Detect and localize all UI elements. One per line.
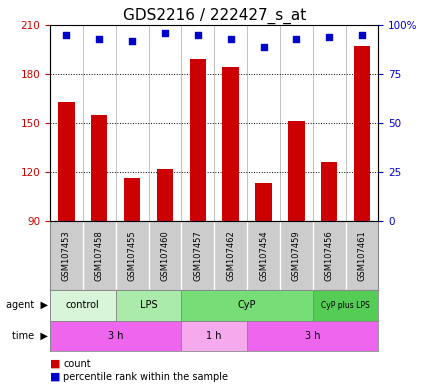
Bar xyxy=(91,115,107,221)
Text: agent  ▶: agent ▶ xyxy=(6,300,48,310)
Text: ■: ■ xyxy=(50,372,60,382)
Bar xyxy=(50,321,181,351)
Bar xyxy=(181,290,312,321)
Bar xyxy=(115,290,181,321)
Bar xyxy=(255,183,271,221)
Bar xyxy=(50,290,115,321)
Point xyxy=(292,36,299,42)
Text: GSM107455: GSM107455 xyxy=(127,230,136,281)
Point xyxy=(95,36,102,42)
Bar xyxy=(312,290,378,321)
Text: percentile rank within the sample: percentile rank within the sample xyxy=(63,372,227,382)
Text: GSM107458: GSM107458 xyxy=(95,230,104,281)
Bar xyxy=(156,169,173,221)
Bar xyxy=(353,46,369,221)
Text: 3 h: 3 h xyxy=(108,331,123,341)
Bar xyxy=(124,179,140,221)
Text: GSM107461: GSM107461 xyxy=(357,230,366,281)
Text: GSM107457: GSM107457 xyxy=(193,230,202,281)
Bar xyxy=(320,162,337,221)
Point xyxy=(325,34,332,40)
Text: GSM107459: GSM107459 xyxy=(291,230,300,281)
Point xyxy=(128,38,135,44)
Bar xyxy=(58,102,75,221)
Bar xyxy=(222,68,238,221)
Text: GSM107454: GSM107454 xyxy=(258,230,267,281)
Point xyxy=(161,30,168,36)
Text: GSM107453: GSM107453 xyxy=(62,230,71,281)
Text: ■: ■ xyxy=(50,359,60,369)
Text: LPS: LPS xyxy=(139,300,157,310)
Text: GSM107462: GSM107462 xyxy=(226,230,235,281)
Text: time  ▶: time ▶ xyxy=(12,331,48,341)
Bar xyxy=(181,321,247,351)
Text: 3 h: 3 h xyxy=(304,331,320,341)
Point xyxy=(260,43,266,50)
Point xyxy=(63,32,70,38)
Point xyxy=(358,32,365,38)
Bar xyxy=(247,321,378,351)
Text: count: count xyxy=(63,359,91,369)
Bar xyxy=(287,121,304,221)
Text: CyP plus LPS: CyP plus LPS xyxy=(320,301,369,310)
Text: GSM107460: GSM107460 xyxy=(160,230,169,281)
Point xyxy=(194,32,201,38)
Text: 1 h: 1 h xyxy=(206,331,221,341)
Title: GDS2216 / 222427_s_at: GDS2216 / 222427_s_at xyxy=(122,7,305,23)
Bar xyxy=(189,59,206,221)
Text: control: control xyxy=(66,300,99,310)
Text: GSM107456: GSM107456 xyxy=(324,230,333,281)
Text: CyP: CyP xyxy=(237,300,256,310)
Point xyxy=(227,36,233,42)
